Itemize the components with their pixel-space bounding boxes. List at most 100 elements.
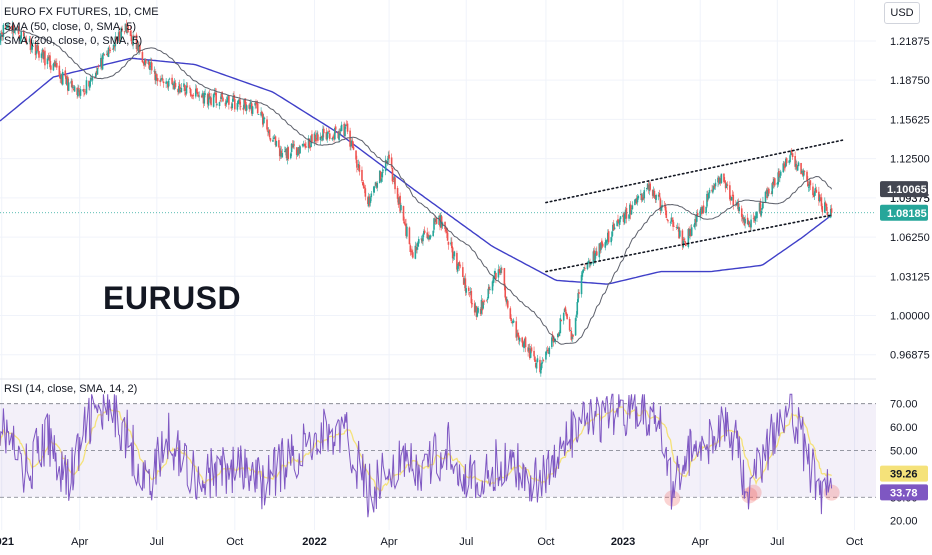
candle-body (604, 242, 607, 248)
currency-button[interactable]: USD (884, 2, 920, 24)
candle-body (529, 348, 531, 359)
candle-body (684, 242, 687, 247)
candle-body (396, 188, 399, 199)
candle (367, 192, 370, 208)
rsi-legend[interactable]: RSI (14, close, SMA, 14, 2) (4, 383, 138, 395)
candle-body (397, 197, 400, 205)
candle (345, 124, 347, 129)
candle-body (689, 229, 691, 236)
candle (214, 87, 217, 96)
candle (161, 74, 163, 81)
candle-body (138, 44, 140, 53)
last-price-tag[interactable]: 1.08185 (880, 204, 928, 221)
candle-body (153, 70, 156, 72)
candle (113, 43, 116, 51)
candle-body (527, 347, 529, 352)
candle-body (789, 155, 791, 163)
candle (112, 43, 115, 53)
candle-body (334, 127, 336, 140)
candle-body (78, 88, 80, 90)
candle-body (641, 197, 644, 201)
candle-body (762, 201, 764, 209)
sma200-layer (0, 57, 833, 285)
candle (518, 337, 521, 346)
candle (239, 94, 241, 110)
candle-body (706, 193, 708, 207)
candle-body (451, 241, 453, 249)
candle (641, 193, 644, 203)
candle-body (373, 186, 375, 193)
candle (121, 25, 123, 33)
candle-body (180, 87, 183, 93)
candle (747, 219, 750, 228)
candle-body (578, 292, 580, 294)
candle (275, 140, 278, 147)
symbol-legend[interactable]: EURO FX FUTURES, 1D, CME (4, 6, 159, 18)
candle (159, 75, 162, 87)
candle-body (219, 100, 222, 102)
candle-body (576, 302, 579, 315)
candle-body (517, 332, 519, 337)
candle (723, 173, 725, 184)
candle-body (420, 238, 423, 240)
candle (450, 237, 452, 247)
sma50-price-tag[interactable]: 1.10065 (880, 181, 928, 198)
candle (818, 194, 821, 203)
candle (337, 130, 340, 139)
candle (756, 211, 758, 223)
candle-body (631, 205, 634, 210)
candle (677, 226, 679, 232)
candle (49, 52, 51, 70)
candle (65, 72, 67, 85)
candle-body (435, 217, 438, 224)
candle-body (417, 242, 419, 247)
rsi-value-tag[interactable]: 33.78 (880, 484, 928, 501)
candle (712, 185, 714, 195)
candle (451, 237, 453, 253)
candle-body (605, 240, 607, 244)
candle-body (595, 251, 597, 254)
candle-body (303, 143, 306, 145)
candle (806, 170, 808, 181)
candle-body (0, 40, 1, 43)
candle (527, 344, 529, 357)
candle-body (299, 146, 301, 154)
candle-body (700, 207, 702, 211)
time-axis[interactable]: 2021 Apr Jul Oct 2022 Apr Jul Oct 2023 Apr Jul Oct (0, 536, 863, 548)
candle-body (72, 88, 75, 91)
candle-body (310, 135, 312, 148)
candle-body (623, 214, 626, 224)
candle (375, 181, 378, 189)
candle (195, 84, 197, 99)
candle (631, 201, 634, 211)
candle-body (744, 218, 746, 224)
candle (254, 101, 256, 110)
candle (141, 49, 144, 63)
candle-body (95, 71, 98, 75)
candle-body (600, 242, 602, 250)
candle-body (773, 178, 776, 186)
candle-body (327, 132, 329, 134)
sma50-legend[interactable]: SMA (50, close, 0, SMA, 5) (4, 21, 137, 33)
candle (156, 73, 158, 82)
candle (635, 195, 638, 205)
candle-body (570, 330, 573, 340)
candle-body (825, 203, 828, 211)
candle (671, 217, 674, 223)
sma200-legend[interactable]: SMA (200, close, 0, SMA, 5) (4, 35, 143, 47)
candle-body (214, 92, 217, 94)
candle (88, 80, 90, 91)
candle (186, 82, 189, 89)
candle-body (583, 266, 585, 269)
candle-body (737, 203, 740, 211)
candle-body (659, 198, 662, 211)
candle (242, 104, 245, 115)
candle-body (230, 106, 233, 109)
rsi-ma-tag[interactable]: 39.26 (880, 465, 928, 482)
candle-body (808, 181, 811, 187)
candle (724, 180, 727, 193)
candle-body (328, 130, 330, 132)
candle-body (91, 76, 94, 81)
